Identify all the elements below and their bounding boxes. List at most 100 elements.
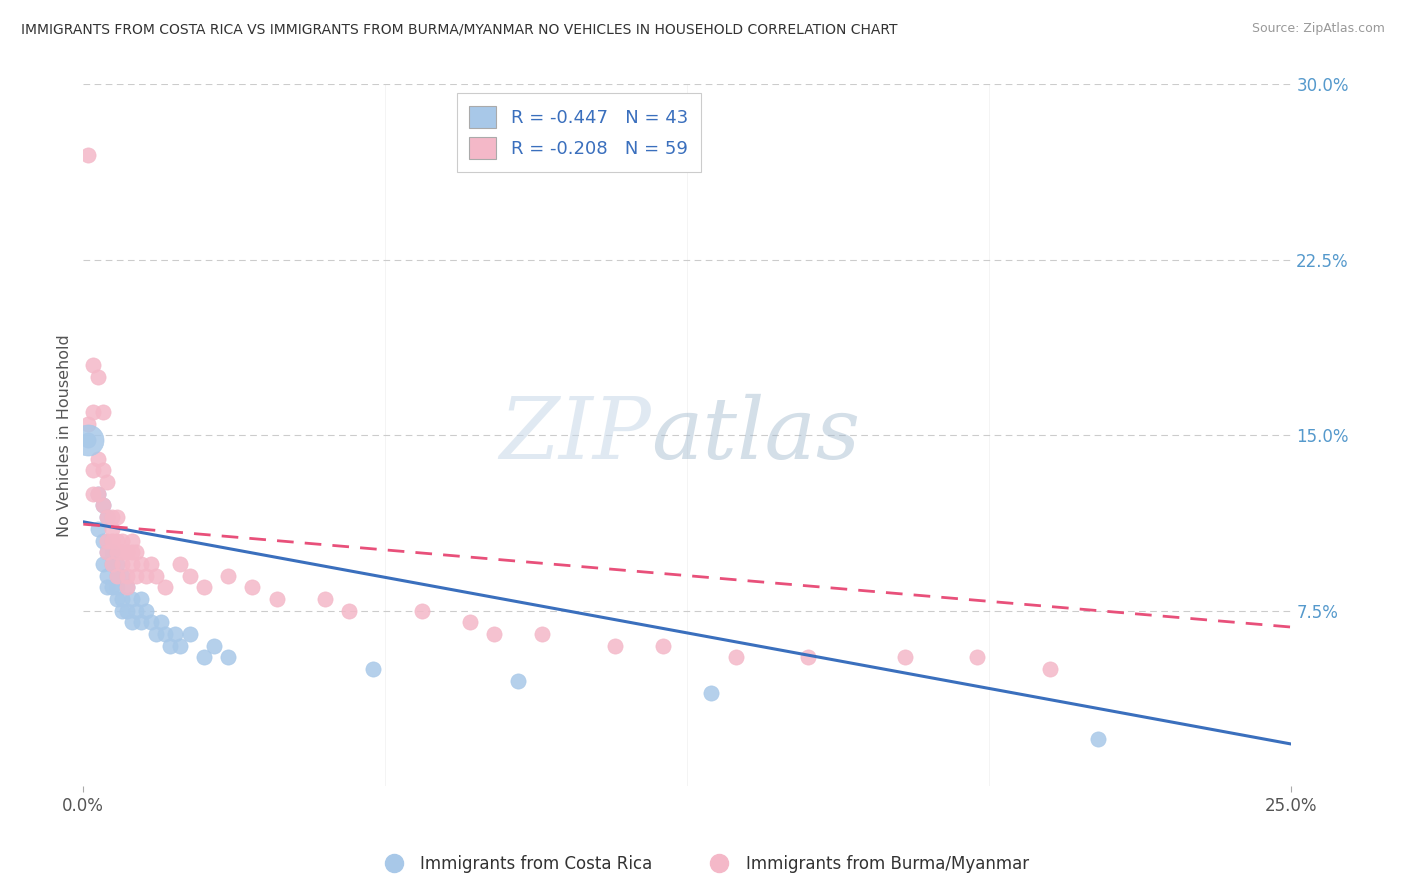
Point: [266, 592, 288, 607]
Point: [87, 487, 110, 501]
Point: [193, 650, 215, 665]
Point: [155, 580, 177, 594]
Point: [482, 627, 505, 641]
Point: [1039, 662, 1062, 676]
Point: [96, 545, 118, 559]
Point: [121, 545, 143, 559]
Point: [193, 580, 215, 594]
Point: [135, 604, 157, 618]
Point: [508, 673, 530, 688]
Point: [129, 557, 152, 571]
Point: [96, 580, 118, 594]
Point: [105, 568, 128, 582]
Point: [337, 604, 360, 618]
Point: [125, 604, 148, 618]
Point: [145, 568, 167, 582]
Point: [458, 615, 481, 630]
Point: [314, 592, 336, 607]
Point: [105, 580, 128, 594]
Point: [1087, 732, 1109, 747]
Point: [179, 627, 201, 641]
Point: [129, 615, 152, 630]
Point: [111, 533, 134, 548]
Point: [96, 510, 118, 524]
Point: [105, 592, 128, 607]
Point: [115, 545, 138, 559]
Point: [87, 369, 110, 384]
Point: [111, 592, 134, 607]
Point: [149, 615, 172, 630]
Point: [105, 545, 128, 559]
Text: atlas: atlas: [651, 394, 860, 476]
Point: [91, 533, 114, 548]
Point: [96, 545, 118, 559]
Point: [82, 405, 104, 419]
Point: [101, 580, 124, 594]
Point: [91, 405, 114, 419]
Point: [87, 451, 110, 466]
Point: [82, 463, 104, 477]
Point: [217, 650, 239, 665]
Point: [101, 557, 124, 571]
Point: [91, 557, 114, 571]
Point: [77, 433, 100, 447]
Point: [121, 533, 143, 548]
Point: [202, 639, 225, 653]
Point: [77, 433, 100, 447]
Y-axis label: No Vehicles in Household: No Vehicles in Household: [58, 334, 72, 537]
Point: [179, 568, 201, 582]
Legend: Immigrants from Costa Rica, Immigrants from Burma/Myanmar: Immigrants from Costa Rica, Immigrants f…: [370, 848, 1036, 880]
Point: [121, 592, 143, 607]
Point: [145, 627, 167, 641]
Point: [125, 545, 148, 559]
Point: [411, 604, 433, 618]
Point: [966, 650, 988, 665]
Point: [96, 533, 118, 548]
Point: [111, 557, 134, 571]
Point: [91, 499, 114, 513]
Point: [217, 568, 239, 582]
Point: [105, 533, 128, 548]
Point: [82, 487, 104, 501]
Point: [115, 568, 138, 582]
Point: [121, 615, 143, 630]
Point: [169, 557, 191, 571]
Point: [135, 568, 157, 582]
Point: [87, 522, 110, 536]
Point: [91, 499, 114, 513]
Point: [125, 568, 148, 582]
Point: [139, 557, 162, 571]
Text: ZIP: ZIP: [499, 394, 651, 476]
Point: [361, 662, 384, 676]
Legend: R = -0.447   N = 43, R = -0.208   N = 59: R = -0.447 N = 43, R = -0.208 N = 59: [457, 94, 700, 172]
Point: [105, 568, 128, 582]
Point: [111, 545, 134, 559]
Point: [531, 627, 554, 641]
Point: [87, 487, 110, 501]
Point: [96, 510, 118, 524]
Point: [101, 510, 124, 524]
Point: [121, 557, 143, 571]
Point: [96, 568, 118, 582]
Point: [101, 533, 124, 548]
Point: [111, 568, 134, 582]
Point: [82, 358, 104, 372]
Text: Source: ZipAtlas.com: Source: ZipAtlas.com: [1251, 22, 1385, 36]
Point: [242, 580, 264, 594]
Point: [603, 639, 626, 653]
Point: [139, 615, 162, 630]
Text: IMMIGRANTS FROM COSTA RICA VS IMMIGRANTS FROM BURMA/MYANMAR NO VEHICLES IN HOUSE: IMMIGRANTS FROM COSTA RICA VS IMMIGRANTS…: [21, 22, 897, 37]
Point: [115, 580, 138, 594]
Point: [893, 650, 915, 665]
Point: [115, 580, 138, 594]
Point: [77, 417, 100, 431]
Point: [724, 650, 747, 665]
Point: [652, 639, 675, 653]
Point: [155, 627, 177, 641]
Point: [169, 639, 191, 653]
Point: [115, 604, 138, 618]
Point: [165, 627, 187, 641]
Point: [111, 604, 134, 618]
Point: [797, 650, 820, 665]
Point: [700, 685, 723, 699]
